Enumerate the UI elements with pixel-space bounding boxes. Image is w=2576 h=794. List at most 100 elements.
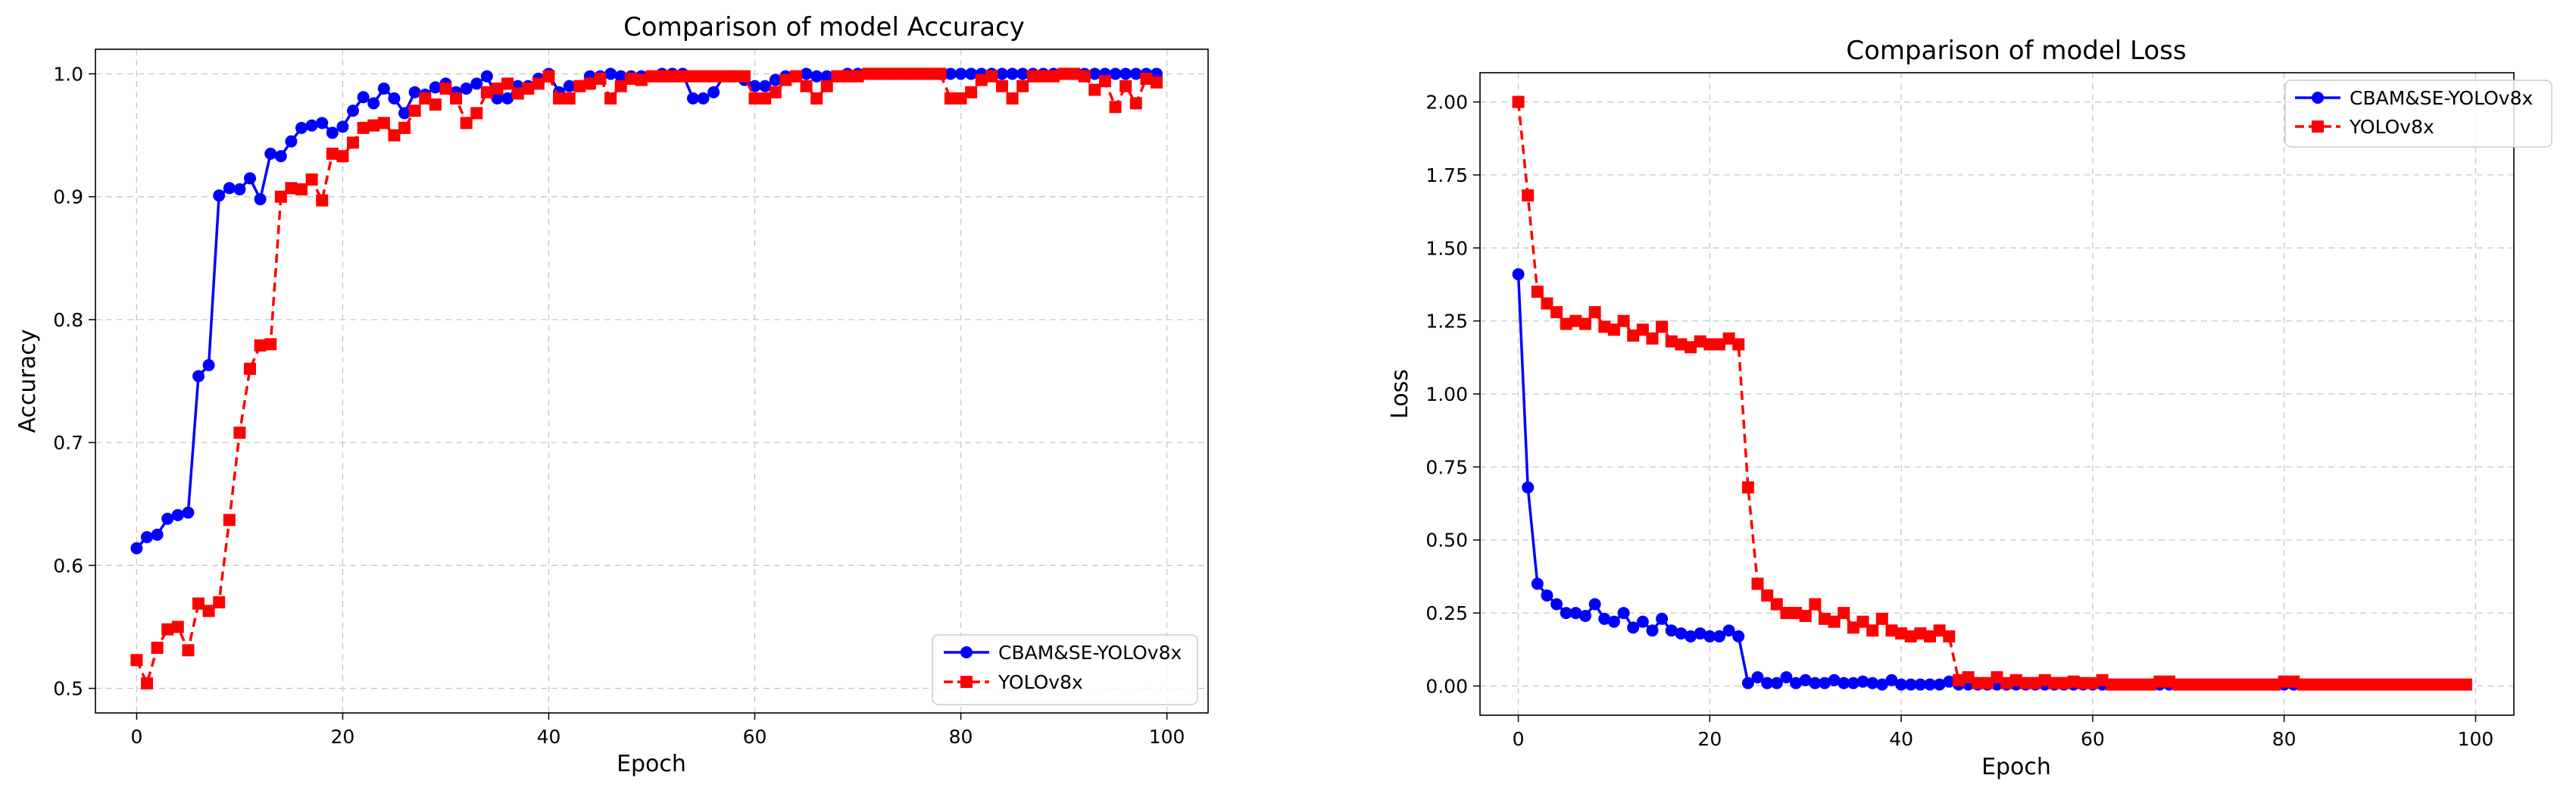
loss-point-yolov8x: [1732, 338, 1745, 351]
accuracy-point-yolov8x: [1078, 70, 1091, 83]
accuracy-point-yolov8x: [274, 190, 287, 203]
loss-point-cbam-se-yolov8x: [1722, 624, 1735, 637]
loss-point-cbam-se-yolov8x: [1780, 671, 1793, 683]
accuracy-point-yolov8x: [717, 70, 730, 83]
loss-point-yolov8x: [1703, 338, 1716, 351]
accuracy-point-cbam-se-yolov8x: [305, 119, 318, 132]
loss-point-yolov8x: [2268, 678, 2281, 691]
accuracy-point-cbam-se-yolov8x: [1109, 67, 1122, 80]
accuracy-point-yolov8x: [501, 77, 514, 90]
accuracy-series-layer: [130, 67, 1163, 690]
loss-point-yolov8x: [2211, 678, 2224, 691]
accuracy-point-cbam-se-yolov8x: [995, 67, 1008, 80]
loss-point-yolov8x: [2440, 678, 2453, 691]
loss-point-cbam-se-yolov8x: [1866, 677, 1879, 689]
accuracy-y-ticks: 0.5 0.6 0.7 0.8 0.9 1.0: [53, 63, 95, 700]
accuracy-point-cbam-se-yolov8x: [1088, 67, 1101, 80]
loss-x-tick-label: 0: [1513, 728, 1525, 750]
loss-point-cbam-se-yolov8x: [1761, 677, 1774, 689]
accuracy-point-cbam-se-yolov8x: [460, 82, 473, 95]
accuracy-x-axis-label: Epoch: [617, 751, 686, 777]
loss-y-tick-label: 2.00: [1425, 92, 1468, 114]
loss-point-cbam-se-yolov8x: [1904, 678, 1917, 691]
loss-x-ticks: 0 20 40 60 80 100: [1513, 715, 2493, 750]
loss-y-tick-label: 1.00: [1425, 383, 1468, 405]
accuracy-x-tick-label: 20: [331, 726, 355, 748]
loss-point-cbam-se-yolov8x: [1838, 677, 1850, 689]
loss-point-cbam-se-yolov8x: [1541, 589, 1553, 602]
loss-point-cbam-se-yolov8x: [1665, 624, 1678, 637]
accuracy-y-tick-label: 0.8: [53, 309, 83, 331]
accuracy-point-yolov8x: [965, 86, 978, 98]
accuracy-x-tick-label: 0: [130, 726, 142, 748]
loss-point-cbam-se-yolov8x: [1809, 677, 1822, 689]
loss-point-cbam-se-yolov8x: [1646, 624, 1659, 637]
loss-x-tick-label: 40: [1889, 728, 1913, 750]
accuracy-point-yolov8x: [171, 621, 184, 633]
loss-point-yolov8x: [2086, 677, 2099, 689]
accuracy-point-yolov8x: [161, 623, 174, 636]
accuracy-point-yolov8x: [820, 80, 833, 92]
loss-point-yolov8x: [2153, 675, 2166, 688]
loss-point-yolov8x: [1579, 317, 1592, 330]
loss-point-yolov8x: [1790, 607, 1803, 620]
accuracy-point-cbam-se-yolov8x: [336, 120, 349, 133]
accuracy-point-cbam-se-yolov8x: [820, 70, 833, 83]
loss-point-yolov8x: [1809, 598, 1822, 611]
accuracy-legend: CBAM&SE-YOLOv8x YOLOv8x: [932, 634, 1198, 705]
loss-point-cbam-se-yolov8x: [1569, 607, 1582, 620]
loss-point-cbam-se-yolov8x: [1627, 621, 1640, 634]
loss-point-cbam-se-yolov8x: [1847, 677, 1859, 689]
accuracy-point-cbam-se-yolov8x: [347, 105, 360, 117]
loss-point-yolov8x: [1617, 314, 1630, 327]
loss-point-cbam-se-yolov8x: [1856, 675, 1869, 688]
accuracy-point-yolov8x: [697, 70, 710, 83]
accuracy-point-yolov8x: [213, 596, 226, 608]
accuracy-point-cbam-se-yolov8x: [429, 81, 442, 94]
loss-point-yolov8x: [1512, 95, 1525, 108]
loss-point-cbam-se-yolov8x: [1607, 615, 1620, 628]
loss-point-yolov8x: [2096, 674, 2109, 686]
loss-legend-label-cbam: CBAM&SE-YOLOv8x: [2350, 87, 2533, 109]
accuracy-point-cbam-se-yolov8x: [480, 70, 493, 83]
loss-point-yolov8x: [1656, 320, 1669, 333]
loss-point-yolov8x: [1828, 615, 1841, 628]
loss-legend: CBAM&SE-YOLOv8x YOLOv8x: [2284, 80, 2553, 148]
accuracy-point-yolov8x: [738, 70, 751, 83]
accuracy-point-yolov8x: [480, 86, 493, 98]
loss-point-yolov8x: [2038, 674, 2051, 686]
accuracy-point-yolov8x: [635, 73, 648, 86]
loss-point-yolov8x: [2230, 678, 2243, 691]
accuracy-point-cbam-se-yolov8x: [398, 107, 411, 120]
loss-point-cbam-se-yolov8x: [1703, 630, 1716, 642]
loss-point-yolov8x: [2115, 678, 2128, 691]
accuracy-point-yolov8x: [954, 92, 967, 105]
accuracy-point-yolov8x: [264, 338, 277, 351]
accuracy-point-yolov8x: [408, 105, 421, 117]
accuracy-point-yolov8x: [851, 70, 864, 83]
loss-point-cbam-se-yolov8x: [1895, 678, 1908, 691]
loss-point-cbam-se-yolov8x: [1875, 678, 1888, 691]
accuracy-legend-box: [932, 634, 1198, 705]
accuracy-point-cbam-se-yolov8x: [1129, 67, 1142, 80]
loss-point-yolov8x: [2325, 678, 2338, 691]
loss-point-yolov8x: [1675, 338, 1688, 351]
accuracy-point-cbam-se-yolov8x: [686, 92, 699, 105]
loss-point-cbam-se-yolov8x: [1512, 267, 1525, 280]
accuracy-point-cbam-se-yolov8x: [192, 370, 205, 383]
loss-point-yolov8x: [1588, 306, 1601, 319]
accuracy-point-cbam-se-yolov8x: [491, 92, 504, 105]
accuracy-point-yolov8x: [388, 129, 401, 142]
loss-point-yolov8x: [1799, 609, 1812, 622]
accuracy-point-yolov8x: [1047, 70, 1060, 83]
accuracy-point-yolov8x: [254, 339, 267, 352]
loss-point-yolov8x: [2393, 678, 2406, 691]
accuracy-chart-title: Comparison of model Accuracy: [623, 12, 1025, 42]
loss-y-tick-label: 0.25: [1425, 602, 1468, 624]
accuracy-point-yolov8x: [1150, 76, 1163, 89]
loss-point-yolov8x: [1933, 624, 1946, 637]
loss-point-yolov8x: [2316, 678, 2329, 691]
accuracy-x-tick-label: 80: [949, 726, 973, 748]
loss-point-cbam-se-yolov8x: [1694, 627, 1706, 640]
loss-y-tick-label: 1.25: [1425, 311, 1468, 333]
